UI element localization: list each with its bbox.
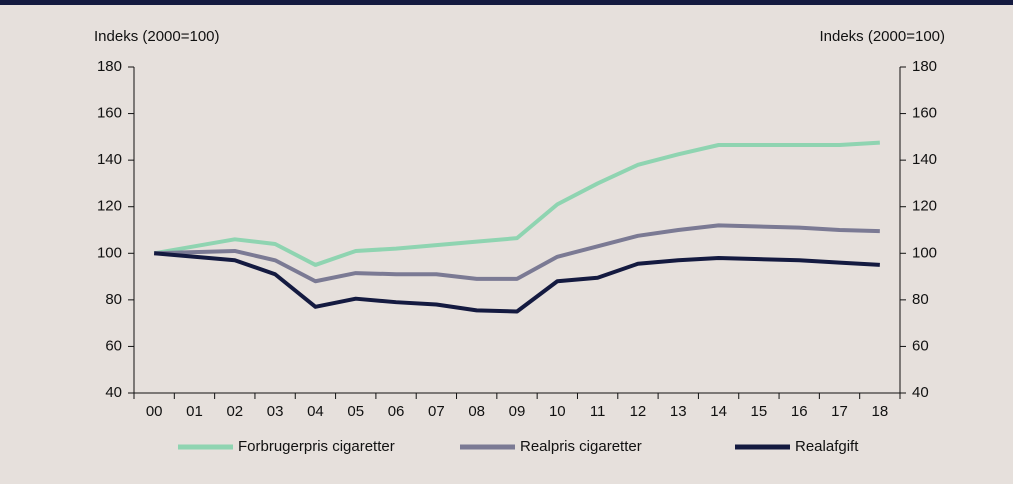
series-line	[153, 251, 880, 314]
x-tick-label: 00	[146, 403, 163, 420]
y2-tick-label: 40	[912, 384, 929, 401]
x-tick-label: 16	[791, 403, 808, 420]
x-tick-label: 01	[186, 403, 203, 420]
x-tick-label: 15	[751, 403, 768, 420]
y2-tick-label: 140	[912, 151, 937, 168]
x-tick-label: 12	[630, 403, 647, 420]
legend-label: Forbrugerpris cigaretter	[238, 438, 395, 455]
x-tick-label: 10	[549, 403, 566, 420]
y2-axis-label: Indeks (2000=100)	[819, 28, 945, 45]
y2-tick-label: 60	[912, 337, 929, 354]
y-tick-label: 60	[105, 337, 122, 354]
y-tick-label: 120	[97, 198, 122, 215]
y2-tick-label: 160	[912, 105, 937, 122]
y2-tick-label: 120	[912, 198, 937, 215]
x-tick-label: 09	[509, 403, 526, 420]
series-line	[154, 223, 880, 284]
x-tick-label: 08	[468, 403, 485, 420]
x-tick-label: 17	[831, 403, 848, 420]
y-tick-label: 80	[105, 291, 122, 308]
y-tick-label: 160	[97, 105, 122, 122]
y-tick-label: 180	[97, 58, 122, 75]
legend-label: Realpris cigaretter	[520, 438, 642, 455]
x-tick-label: 03	[267, 403, 284, 420]
x-tick-label: 02	[226, 403, 243, 420]
x-tick-label: 11	[590, 403, 606, 420]
x-tick-label: 05	[347, 403, 364, 420]
x-tick-label: 14	[710, 403, 727, 420]
x-tick-label: 04	[307, 403, 324, 420]
y2-tick-label: 100	[912, 244, 937, 261]
y-tick-label: 100	[97, 244, 122, 261]
y2-tick-label: 80	[912, 291, 929, 308]
x-tick-label: 13	[670, 403, 687, 420]
y2-tick-label: 180	[912, 58, 937, 75]
y-tick-label: 40	[105, 384, 122, 401]
series-line	[153, 140, 880, 267]
top-bar	[0, 0, 1013, 5]
legend-label: Realafgift	[795, 438, 859, 455]
x-tick-label: 18	[871, 403, 888, 420]
y-axis-label: Indeks (2000=100)	[94, 28, 220, 45]
x-tick-label: 07	[428, 403, 445, 420]
x-tick-label: 06	[388, 403, 405, 420]
y-tick-label: 140	[97, 151, 122, 168]
